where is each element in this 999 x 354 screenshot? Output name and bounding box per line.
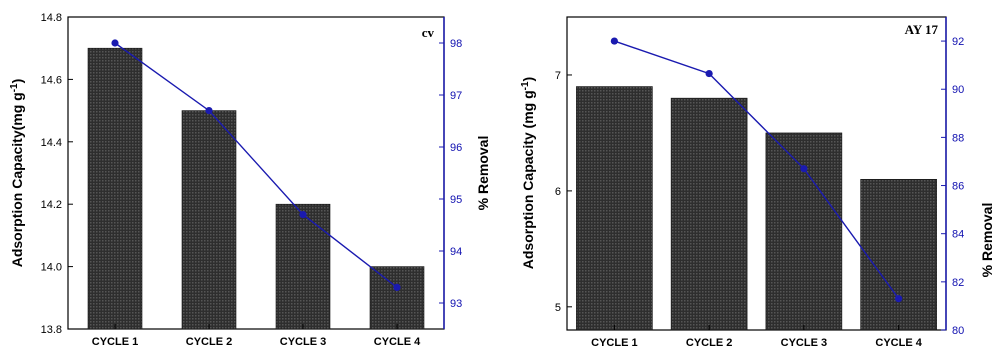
bar-4 (369, 266, 425, 330)
removal-point-3 (299, 211, 307, 219)
y2-tick-label: 86 (952, 181, 964, 193)
y2-tick-label: 88 (952, 132, 964, 144)
removal-point-3 (800, 165, 808, 173)
y-tick-label: 14.4 (41, 137, 62, 149)
bar-2 (181, 110, 237, 330)
removal-line (114, 42, 398, 288)
bar-4 (860, 178, 937, 331)
y-axis-title-right: Adsorption Capacity (mg g-1) (520, 77, 537, 269)
y2-axis-title-right: % Removal (979, 203, 995, 278)
bar-1 (87, 47, 143, 330)
y2-tick-label: 94 (450, 246, 462, 258)
removal-line (614, 40, 900, 300)
bar-3 (765, 132, 843, 331)
x-tick-label: CYCLE 3 (781, 337, 827, 349)
removal-point-4 (895, 295, 903, 303)
corner-label-right: AY 17 (905, 22, 939, 37)
y2-tick-label: 92 (952, 36, 964, 48)
x-tick-label: CYCLE 1 (591, 337, 637, 349)
y-tick-label: 5 (555, 302, 561, 314)
y-tick-label: 7 (555, 70, 561, 82)
bar-3 (275, 203, 331, 330)
bar-2 (670, 97, 748, 331)
x-tick-label: CYCLE 1 (92, 336, 138, 348)
x-tick-label: CYCLE 2 (686, 337, 732, 349)
removal-point-2 (205, 107, 213, 115)
y2-tick-label: 95 (450, 194, 462, 206)
y2-tick-label: 80 (952, 325, 964, 337)
x-tick-label: CYCLE 2 (186, 336, 232, 348)
chart-right: 5 6 7 80 82 84 86 88 90 92 CYCLE 1 CYCLE 2 CYCLE 3… (520, 16, 995, 349)
y-tick-label: 14.8 (41, 12, 62, 24)
y2-tick-label: 84 (952, 229, 964, 241)
x-tick-label: CYCLE 3 (280, 336, 326, 348)
y2-tick-label: 96 (450, 142, 462, 154)
y-tick-label: 6 (555, 186, 561, 198)
corner-label-left: cv (422, 25, 435, 40)
removal-point-1 (610, 37, 618, 45)
y2-tick-label: 98 (450, 38, 462, 50)
removal-point-1 (111, 39, 119, 47)
y-tick-label: 14.0 (41, 262, 62, 274)
y-tick-label: 13.8 (41, 324, 62, 336)
y2-tick-label: 93 (450, 298, 462, 310)
removal-point-2 (705, 69, 713, 78)
removal-point-4 (393, 283, 401, 291)
x-tick-label: CYCLE 4 (875, 337, 922, 349)
y2-tick-label: 90 (952, 84, 964, 96)
y-axis-title-left: Adsorption Capacity(mg g-1) (9, 79, 26, 268)
bar-1 (576, 86, 653, 331)
y-tick-label: 14.6 (41, 74, 62, 86)
y2-tick-label: 82 (952, 277, 964, 289)
y2-axis-title-left: % Removal (475, 136, 491, 211)
chart-left: 13.8 14.0 14.2 14.4 14.6 14.8 93 94 95 96 97 98 CY… (9, 12, 492, 348)
y2-tick-label: 97 (450, 90, 462, 102)
y-tick-label: 14.2 (41, 199, 62, 211)
x-tick-label: CYCLE 4 (374, 336, 421, 348)
